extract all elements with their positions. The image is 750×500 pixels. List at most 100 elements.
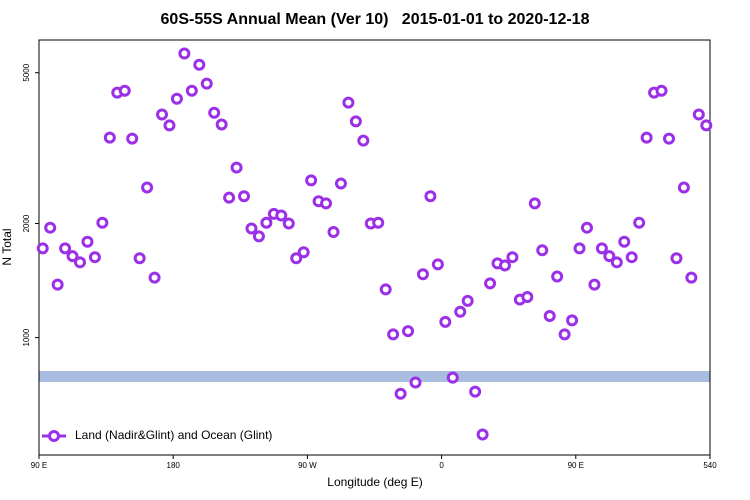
point	[461, 294, 474, 307]
point	[543, 310, 556, 323]
x-axis-label: Longitude (deg E)	[327, 475, 422, 489]
plot-frame	[38, 39, 711, 456]
point	[334, 177, 347, 190]
point	[74, 256, 87, 269]
point	[245, 222, 258, 235]
point	[223, 191, 236, 204]
point	[118, 84, 131, 97]
point	[573, 242, 586, 255]
point	[51, 278, 64, 291]
point	[230, 161, 243, 174]
point	[551, 270, 564, 283]
point	[692, 108, 705, 121]
point	[103, 131, 116, 144]
x-tick-label: 180	[167, 461, 181, 470]
point	[588, 278, 601, 291]
point	[215, 118, 228, 131]
point	[640, 131, 653, 144]
point	[208, 106, 221, 119]
point	[349, 115, 362, 128]
point	[156, 108, 169, 121]
point	[66, 250, 79, 263]
point	[44, 221, 57, 234]
point	[372, 216, 385, 229]
point	[305, 174, 318, 187]
point	[558, 328, 571, 341]
point	[327, 225, 340, 238]
point	[454, 305, 467, 318]
point	[439, 315, 452, 328]
chart-title: 60S-55S Annual Mean (Ver 10) 2015-01-01 …	[161, 11, 590, 28]
point	[476, 428, 489, 441]
point	[387, 328, 400, 341]
point	[506, 251, 519, 264]
x-tick-label: 90 E	[31, 461, 47, 470]
point	[297, 246, 310, 259]
x-tick-label: 540	[703, 461, 717, 470]
point	[275, 209, 288, 222]
point	[416, 268, 429, 281]
point	[521, 290, 534, 303]
y-tick-label: 1000	[22, 328, 31, 346]
point	[357, 134, 370, 147]
point	[126, 132, 139, 145]
x-tick-label: 90 E	[568, 461, 584, 470]
x-tick-label: 0	[439, 461, 444, 470]
point	[81, 235, 94, 248]
point	[342, 96, 355, 109]
point	[409, 376, 422, 389]
point	[133, 252, 146, 265]
point	[670, 252, 683, 265]
point	[625, 251, 638, 264]
y-tick-label: 5000	[22, 63, 31, 81]
point	[252, 230, 265, 243]
point	[662, 132, 675, 145]
point	[163, 119, 176, 132]
point	[394, 387, 407, 400]
point	[185, 84, 198, 97]
y-axis-label: N Total	[0, 228, 14, 265]
point	[178, 47, 191, 60]
x-tick-label: 90 W	[298, 461, 317, 470]
point	[36, 242, 49, 255]
point	[193, 58, 206, 71]
point	[580, 221, 593, 234]
point	[528, 197, 541, 210]
point	[59, 242, 72, 255]
point	[446, 371, 459, 384]
point	[320, 197, 333, 210]
point	[141, 181, 154, 194]
point	[700, 119, 713, 132]
point	[379, 283, 392, 296]
point	[469, 385, 482, 398]
point	[566, 314, 579, 327]
point	[431, 258, 444, 271]
point	[402, 325, 415, 338]
point	[282, 217, 295, 230]
band	[39, 371, 710, 382]
point	[603, 250, 616, 263]
legend-marker	[48, 430, 60, 442]
point	[88, 251, 101, 264]
point	[424, 190, 437, 203]
point	[290, 252, 303, 265]
point	[148, 271, 161, 284]
y-tick-label: 2000	[22, 214, 31, 232]
point	[633, 216, 646, 229]
point	[536, 244, 549, 257]
point	[610, 256, 623, 269]
legend-label: Land (Nadir&Glint) and Ocean (Glint)	[75, 428, 272, 442]
point	[484, 277, 497, 290]
point	[618, 235, 631, 248]
point	[677, 181, 690, 194]
point	[498, 259, 511, 272]
point	[238, 190, 251, 203]
point	[655, 84, 668, 97]
point	[260, 216, 273, 229]
point	[685, 271, 698, 284]
point	[96, 216, 109, 229]
point	[170, 92, 183, 105]
point	[595, 242, 608, 255]
point	[200, 77, 213, 90]
